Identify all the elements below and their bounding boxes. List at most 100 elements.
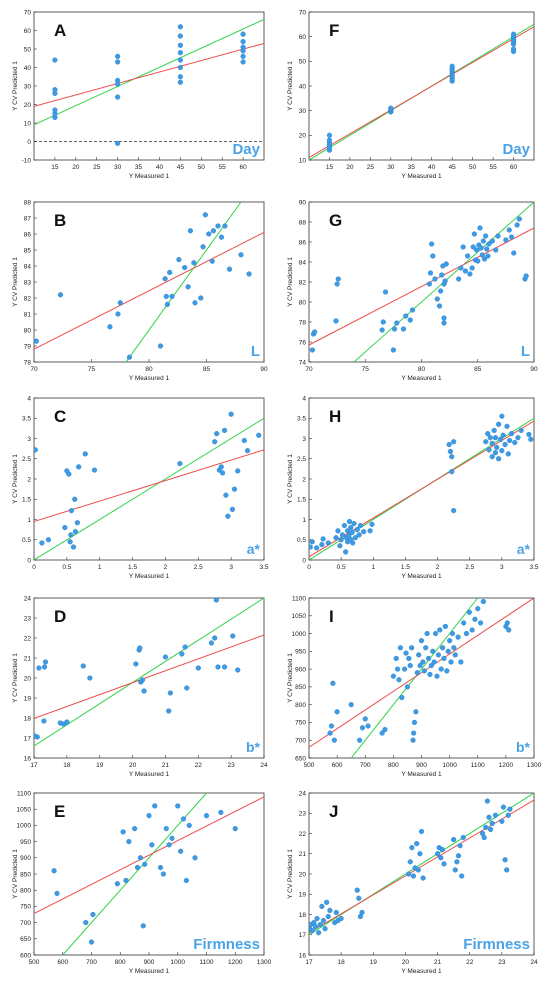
chart-i-xlabel: Y Measured 1 [401,771,442,778]
chart-i-point [382,726,388,733]
chart-a-variable-label: Day [232,141,260,158]
chart-g-point [432,276,438,282]
chart-h-point [487,435,493,441]
chart-i-xtick-label: 1000 [442,762,457,769]
chart-g-point [495,233,501,239]
chart-d-xtick-label: 20 [129,762,137,769]
chart-a-xtick-label: 15 [51,164,59,171]
chart-c-point [68,532,74,538]
chart-g-point [438,288,444,294]
chart-f-ytick-label: 30 [299,108,307,115]
chart-c-ytick-label: 0.5 [22,537,31,544]
chart-h-point [489,440,495,446]
chart-j-panel-letter: J [329,802,338,821]
chart-e-ytick-label: 650 [20,936,31,943]
chart-g-point [442,278,448,284]
chart-b-point [57,292,64,298]
chart-a-point [240,31,246,37]
chart-i-point [432,630,439,637]
chart-i-point [411,719,418,726]
chart-c-ytick-label: 1.5 [22,497,31,504]
chart-g-xtick-label: 85 [474,366,482,373]
chart-h-point [319,542,325,548]
chart-g-point [479,252,485,258]
chart-b-point [192,300,198,306]
chart-i-point [396,677,402,683]
chart-d-xlabel: Y Measured 1 [129,771,170,778]
chart-f-point [510,46,517,52]
chart-b-ytick-label: 78 [24,359,32,366]
chart-e-point [166,842,172,848]
chart-g-variable-label: L [521,343,530,360]
chart-h-ytick-label: 4 [302,395,306,402]
chart-i-point [362,716,368,722]
chart-e-point [140,923,146,929]
chart-g-regression-line [309,227,534,346]
chart-g-point [430,253,436,259]
chart-b-xlabel: Y Measured 1 [129,375,170,382]
chart-j-xtick-label: 19 [370,959,378,966]
chart-f-xtick-label: 45 [449,164,457,171]
chart-a-ytick-label: 10 [24,120,32,127]
chart-j-point [414,841,420,847]
chart-b-point [246,271,252,277]
chart-e-point [180,816,187,822]
chart-b-point [215,223,221,229]
chart-h-xtick-label: 3.5 [529,564,538,571]
chart-i-point [435,652,441,658]
chart-g-panel-letter: G [329,211,342,230]
chart-f-xtick-label: 55 [489,164,497,171]
chart-i-panel-letter: I [329,607,334,626]
chart-h-point [352,535,358,541]
chart-e-point [152,803,158,809]
chart-i-point [397,645,404,651]
chart-f-xtick-label: 15 [326,164,334,171]
chart-i-point [407,662,413,669]
chart-b-ytick-label: 86 [24,231,32,238]
chart-i-point [334,709,340,715]
chart-e-xtick-label: 500 [29,959,40,966]
chart-j-point [454,859,460,865]
chart-d-point [230,633,236,639]
chart-j-xtick-label: 21 [434,959,442,966]
chart-g-ylabel: Y CV Predicted 1 [287,257,294,307]
chart-j-point [415,867,421,873]
chart-i: 500 600 700 800 900 1000 1100 1200 1300 650 700 750… [287,595,542,778]
chart-j-xtick-label: 22 [466,959,474,966]
chart-c-point [218,464,224,470]
chart-h-point [339,532,346,538]
chart-g-point [506,227,512,233]
chart-i-point [330,680,336,686]
chart-b-target-line [125,202,242,362]
chart-f-ytick-label: 60 [299,34,307,41]
chart-c-point [256,432,262,438]
chart-j-point [460,834,466,841]
chart-g-point [467,271,473,277]
chart-h-point [512,439,518,446]
chart-i-point [451,645,457,651]
chart-j-point [500,804,507,810]
chart-e-point [169,835,175,841]
chart-h-point [483,439,489,445]
chart-f-xtick-label: 25 [367,164,375,171]
chart-h-ytick-label: 0 [302,557,306,564]
chart-b-xtick-label: 70 [30,366,38,373]
chart-d-point [195,665,201,671]
chart-b-point [218,234,225,240]
chart-b-point [162,276,168,282]
chart-i-xtick-label: 1200 [499,762,514,769]
chart-a-target-line [34,18,264,126]
chart-c-point [74,520,80,526]
chart-d-xtick-label: 18 [63,762,71,769]
chart-c-point [212,439,218,445]
chart-b-point [182,265,188,271]
chart-e-point [51,868,57,874]
chart-i-variable-label: b* [516,739,531,755]
chart-i-ytick-label: 1100 [292,595,306,602]
chart-b-ytick-label: 80 [24,327,32,334]
chart-e-ytick-label: 800 [20,888,31,895]
chart-i-point [441,655,447,662]
chart-i-point [463,630,470,637]
chart-g-point [441,315,447,321]
chart-e-panel-letter: E [54,802,65,821]
